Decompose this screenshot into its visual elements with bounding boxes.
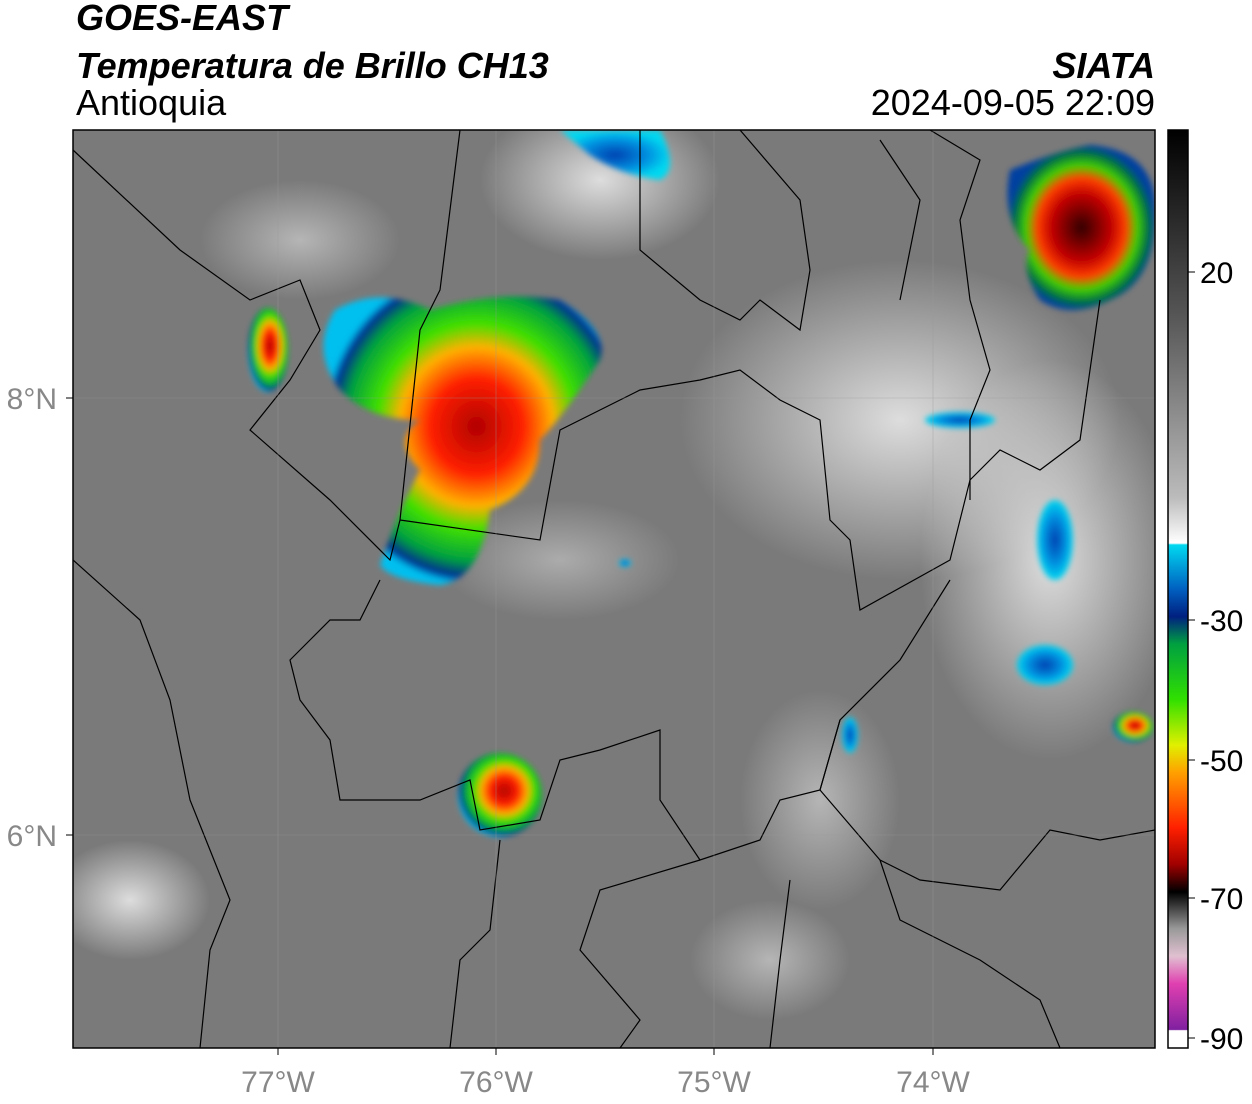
labels: 77°W 76°W 75°W 74°W 8°N 6°N 20 -30 -50 -70 -90 (7, 257, 1244, 1099)
colorbar (1167, 129, 1189, 1049)
x-tick-label: 77°W (241, 1066, 315, 1099)
map-area (73, 130, 1155, 1048)
map-frame (72, 129, 1156, 1049)
datetime: 2024-09-05 22:09 (871, 82, 1155, 123)
y-tick-label: 8°N (7, 383, 57, 416)
storms (248, 130, 1155, 837)
colorbar-tick-label: -90 (1200, 1023, 1243, 1056)
x-tick-label: 74°W (896, 1066, 970, 1099)
y-tick-label: 6°N (7, 820, 57, 853)
subtitle: Temperatura de Brillo CH13 (76, 45, 549, 86)
boundaries (73, 130, 1155, 1048)
colorbar-tick-label: -30 (1200, 605, 1243, 638)
agency: SIATA (1052, 45, 1155, 86)
region: Antioquia (76, 82, 227, 123)
colorbar-tick-label: 20 (1200, 257, 1233, 290)
colorbar-tick-label: -50 (1200, 745, 1243, 778)
x-tick-label: 75°W (677, 1066, 751, 1099)
clouds (73, 130, 1155, 1020)
title: GOES-EAST (76, 0, 291, 38)
x-tick-label: 76°W (459, 1066, 533, 1099)
graticule (73, 130, 1155, 1048)
colorbar-tick-label: -70 (1200, 883, 1243, 916)
